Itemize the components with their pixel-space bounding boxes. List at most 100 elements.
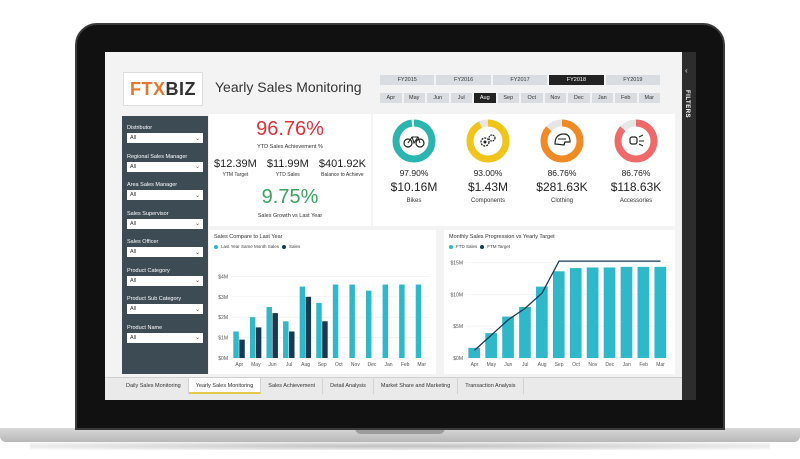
- bar-sales: [239, 339, 245, 358]
- month-button-sep[interactable]: Sep: [496, 92, 520, 104]
- fy-button-fy2017[interactable]: FY2017: [491, 74, 549, 86]
- x-tick-label: Sep: [318, 362, 327, 368]
- slicer-dropdown[interactable]: All ⌄: [127, 190, 203, 200]
- month-button-nov[interactable]: Nov: [543, 92, 567, 104]
- tab-detail-analysis[interactable]: Detail Analysis: [323, 378, 374, 394]
- month-button-oct[interactable]: Oct: [520, 92, 544, 104]
- category-value: $10.16M: [390, 180, 438, 194]
- gauge-fill: [392, 119, 436, 163]
- slicer-dropdown[interactable]: All ⌄: [127, 304, 203, 314]
- month-button-jun[interactable]: Jun: [426, 92, 450, 104]
- slicer-label: Product Name: [127, 324, 163, 331]
- x-tick-label: Dec: [605, 362, 614, 368]
- y-tick-label: $0M: [218, 356, 228, 362]
- slicer-dropdown[interactable]: All ⌄: [127, 133, 203, 143]
- laptop-notch: [355, 428, 445, 434]
- y-tick-label: $0M: [453, 356, 463, 362]
- ytd-target-label: YTM Target: [222, 172, 249, 178]
- gears-icon: [480, 134, 496, 147]
- slicer-label: Sales Officer: [127, 239, 159, 245]
- slicer-dropdown[interactable]: All ⌄: [127, 218, 203, 229]
- slicer-value: All: [130, 220, 137, 227]
- bar-sales: [322, 321, 328, 358]
- balance-value: $401.92K: [318, 158, 366, 170]
- bar-last-year-same-month-sales: [299, 286, 306, 358]
- month-button-may[interactable]: May: [402, 92, 426, 104]
- bar-sales: [305, 296, 312, 358]
- tab-market-share-and-marketing[interactable]: Market Share and Marketing: [373, 378, 459, 394]
- monthly-progression-chart: Monthly Sales Progression vs Yearly Targ…: [444, 230, 675, 374]
- sales-growth-label: Sales Growth vs Last Year: [257, 213, 323, 219]
- x-tick-label: Nov: [351, 362, 360, 368]
- chart-title: Monthly Sales Progression vs Yearly Targ…: [449, 234, 555, 240]
- chevron-down-icon: ⌄: [194, 249, 200, 256]
- slicer-dropdown[interactable]: All ⌄: [127, 332, 203, 343]
- month-slicer: Apr May Jun Jul Aug Sep Oct Nov Dec Jan Feb Mar: [379, 92, 661, 104]
- laptop-base-top: [0, 428, 800, 442]
- y-tick-label: $10M: [450, 292, 463, 298]
- bar-sales: [289, 331, 295, 358]
- laptop-base: [0, 428, 800, 459]
- tab-transaction-analysis[interactable]: Transaction Analysis: [458, 378, 524, 394]
- x-tick-label: Sep: [555, 362, 564, 368]
- bar-ftd-sales: [468, 347, 481, 358]
- fy-button-fy2015[interactable]: FY2015: [379, 74, 436, 86]
- tab-yearly-sales-monitoring[interactable]: Yearly Sales Monitoring: [188, 378, 262, 394]
- balance-label: Balance to Achieve: [321, 172, 364, 178]
- month-button-feb[interactable]: Feb: [614, 92, 638, 104]
- category-card: 97.90% $10.16M Bikes 93.00% $1.43M Components…: [373, 114, 675, 226]
- kpi-values-row: $12.39M YTM Target $11.99M YTD Sales $40…: [209, 158, 371, 178]
- gauge-fill: [466, 119, 510, 163]
- month-button-dec[interactable]: Dec: [567, 92, 591, 104]
- y-tick-label: $2M: [218, 315, 228, 321]
- fy-button-fy2016[interactable]: FY2016: [435, 74, 492, 86]
- month-button-mar[interactable]: Mar: [637, 92, 661, 104]
- chevron-down-icon: ⌄: [194, 335, 200, 341]
- collapse-arrow-icon[interactable]: ‹: [685, 66, 688, 75]
- slicer-label: Regional Sales Manager: [127, 153, 188, 160]
- filter-slicer-panel: Distributor All ⌄ Regional Sales Manager All…: [122, 116, 208, 374]
- logo-ftx-text: FTX: [130, 78, 166, 99]
- slicer-dropdown[interactable]: All ⌄: [127, 161, 203, 172]
- fy-button-fy2018[interactable]: FY2018: [548, 74, 605, 86]
- sales-compare-plot: $0M $1M $2M $3M $4M Apr May Jun Jul Aug Sep Oct Nov D…: [218, 274, 430, 368]
- slicer-label: Product Sub Category: [127, 296, 182, 302]
- bar-last-year-same-month-sales: [249, 317, 256, 358]
- tab-sales-achievement[interactable]: Sales Achievement: [261, 378, 324, 394]
- month-button-apr[interactable]: Apr: [379, 92, 403, 104]
- bar-last-year-same-month-sales: [382, 284, 389, 358]
- ftxbiz-logo: FTX BIZ: [123, 72, 203, 106]
- y-tick-label: $5M: [453, 324, 463, 330]
- fiscal-year-slicer: FY2015 FY2016 FY2017 FY2018 FY2019: [379, 74, 662, 86]
- x-tick-label: Mar: [417, 362, 426, 368]
- slicer-regional-sales-manager: Regional Sales Manager All ⌄: [127, 154, 203, 172]
- x-tick-label: Jul: [286, 362, 292, 368]
- bar-ftd-sales: [620, 266, 633, 358]
- month-button-aug[interactable]: Aug: [473, 92, 497, 104]
- filters-label: FILTERS: [684, 90, 690, 119]
- month-button-jul[interactable]: Jul: [449, 92, 473, 104]
- slicer-dropdown[interactable]: All ⌄: [127, 247, 203, 257]
- tab-daily-sales-monitoring[interactable]: Daily Sales Monitoring: [119, 378, 189, 394]
- filters-pane[interactable]: ‹ FILTERS: [682, 52, 696, 400]
- fy-button-fy2019[interactable]: FY2019: [604, 74, 662, 86]
- gauge-fill: [614, 119, 658, 163]
- category-gauge: [392, 119, 436, 163]
- slicer-dropdown[interactable]: All ⌄: [127, 275, 203, 286]
- page-tabs: Daily Sales Monitoring Yearly Sales Monit…: [105, 377, 682, 400]
- category-bikes: 97.90% $10.16M Bikes: [377, 118, 451, 204]
- slicer-value: All: [130, 135, 137, 141]
- screen: FTX BIZ Yearly Sales Monitoring FY2015 FY2…: [105, 52, 696, 400]
- x-tick-label: Oct: [335, 362, 343, 368]
- bar-last-year-same-month-sales: [349, 284, 355, 358]
- page-title: Yearly Sales Monitoring: [215, 79, 362, 95]
- y-tick-label: $15M: [450, 260, 463, 266]
- category-value: $118.63K: [610, 180, 662, 194]
- slicer-value: All: [130, 249, 137, 255]
- ytd-target-value: $12.39M: [214, 158, 257, 170]
- chevron-down-icon: ⌄: [194, 278, 200, 284]
- bar-last-year-same-month-sales: [365, 290, 372, 358]
- month-button-jan[interactable]: Jan: [590, 92, 614, 104]
- bar-ftd-sales: [586, 267, 599, 358]
- bar-ftd-sales: [502, 316, 514, 358]
